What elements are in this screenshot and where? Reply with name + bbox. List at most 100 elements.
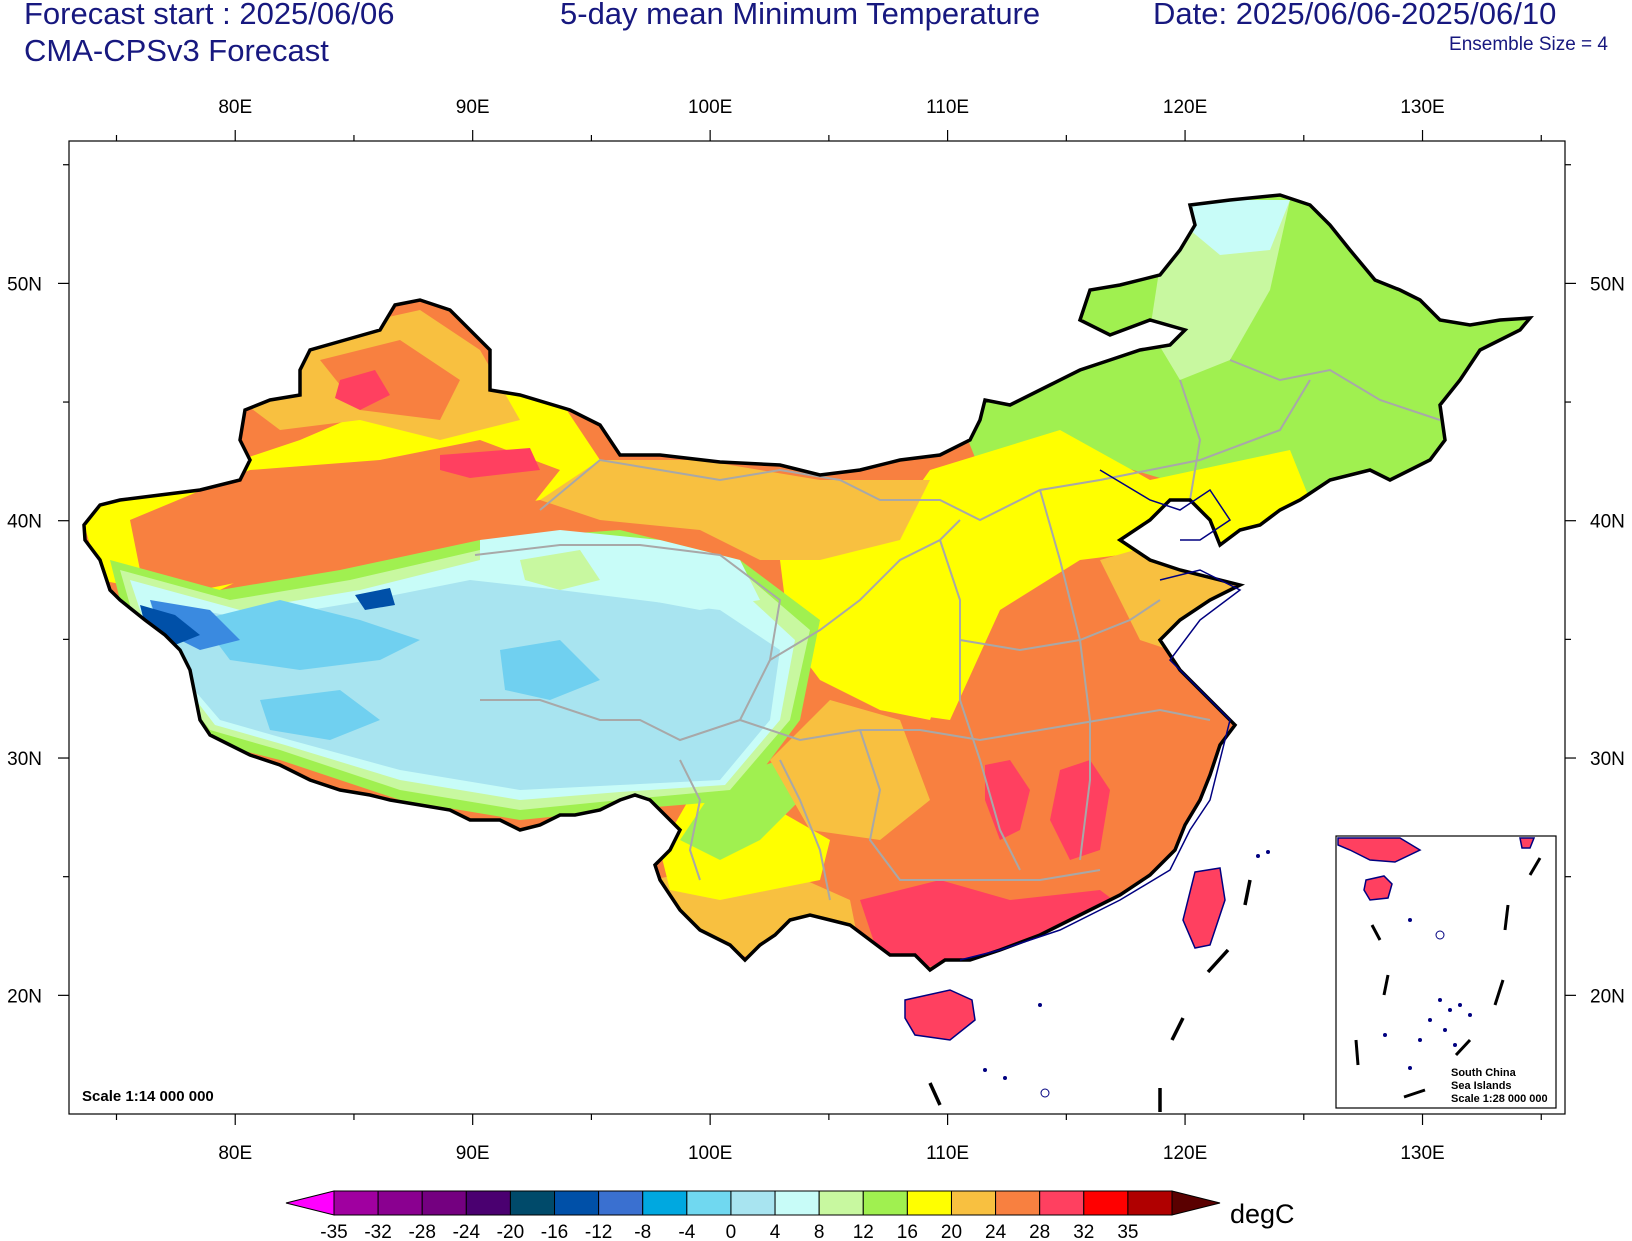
lon-label-bottom: 120E bbox=[1163, 1143, 1207, 1164]
colorbar-swatch bbox=[1039, 1190, 1085, 1216]
colorbar-tick-label: -32 bbox=[364, 1222, 391, 1241]
lon-label-bottom: 130E bbox=[1400, 1143, 1444, 1164]
inset-title-line1: South China bbox=[1451, 1067, 1517, 1079]
colorbar-tick-label: 8 bbox=[814, 1222, 825, 1241]
map-ticks: 80E 80E 90E 90E 100E 100E 110E 110E 120E 120E 130E… bbox=[7, 97, 1625, 1164]
inset-coast bbox=[1519, 837, 1536, 849]
taiwan-island bbox=[1182, 867, 1226, 949]
province-border-line bbox=[859, 729, 1101, 881]
inset-dash bbox=[1503, 904, 1510, 931]
colorbar: -35 -32 -28 -24 -20 -16 -12 -8 -4 0 4 8 12 16 20 24 28 32… bbox=[285, 1190, 1221, 1241]
lat-label-left: 50N bbox=[7, 274, 42, 295]
chart-title: 5-day mean Minimum Temperature bbox=[560, 0, 1041, 31]
coastline bbox=[904, 469, 1242, 1041]
south-china-sea-dots bbox=[983, 850, 1270, 1098]
lon-label-bottom: 110E bbox=[926, 1143, 969, 1164]
ensemble-size-label: Ensemble Size = 4 bbox=[1449, 34, 1608, 55]
hainan-island bbox=[904, 989, 976, 1041]
island-dot bbox=[1408, 918, 1412, 922]
lat-label-left: 30N bbox=[7, 749, 42, 770]
inset-dash-line bbox=[1354, 857, 1542, 1099]
inset-dash bbox=[1454, 1038, 1472, 1057]
field-region-tibet-darkblue bbox=[140, 605, 200, 645]
colorbar-tick-label: 32 bbox=[1073, 1222, 1094, 1241]
island-dot bbox=[1266, 850, 1270, 854]
inset-dash bbox=[1403, 1088, 1426, 1099]
field-region-tibet-midblue bbox=[150, 600, 240, 650]
lon-label-top: 100E bbox=[688, 97, 732, 118]
colorbar-swatch bbox=[906, 1190, 952, 1216]
island-dot bbox=[1435, 930, 1445, 940]
dash-segment bbox=[1206, 948, 1230, 974]
dash-segment bbox=[928, 1082, 942, 1106]
colorbar-tick-label: 4 bbox=[770, 1222, 781, 1241]
island-dot bbox=[1040, 1088, 1050, 1098]
colorbar-tick-label: -4 bbox=[678, 1222, 695, 1241]
colorbar-tick-label: 0 bbox=[726, 1222, 737, 1241]
inset-frame bbox=[1335, 835, 1557, 1109]
province-border-line bbox=[1039, 489, 1091, 861]
lon-label-bottom: 100E bbox=[688, 1143, 732, 1164]
colorbar-tick-label: -28 bbox=[408, 1222, 435, 1241]
china-border bbox=[82, 193, 1534, 973]
colorbar-swatch bbox=[509, 1190, 556, 1216]
province-border-line bbox=[1229, 359, 1441, 421]
island-dot bbox=[1383, 1033, 1387, 1037]
colorbar-tick-label: -8 bbox=[634, 1222, 651, 1241]
island-dot bbox=[983, 1068, 987, 1072]
province-border-line bbox=[739, 708, 1211, 742]
dash-segment bbox=[1243, 879, 1252, 906]
province-border-line bbox=[939, 539, 1021, 871]
coastline-segment bbox=[1099, 469, 1232, 541]
inset-islands bbox=[1383, 918, 1472, 1070]
colorbar-tick-label: 35 bbox=[1117, 1222, 1138, 1241]
field-region-qinghai-pale-cyan bbox=[480, 530, 760, 610]
lat-label-right: 50N bbox=[1590, 274, 1625, 295]
inset-dash bbox=[1370, 924, 1382, 941]
island-dot bbox=[1448, 1008, 1452, 1012]
map-scale-text: Scale 1:14 000 000 bbox=[82, 1088, 214, 1105]
field-region-xinjiang-pink-north bbox=[335, 370, 390, 410]
island-dot bbox=[1256, 854, 1260, 858]
colorbar-tick-label: -12 bbox=[585, 1222, 612, 1241]
inset-coast bbox=[1337, 837, 1422, 863]
island-dot bbox=[1458, 1003, 1462, 1007]
lat-label-left: 40N bbox=[7, 512, 42, 533]
field-region-jiangxi-pink bbox=[1050, 760, 1110, 860]
colorbar-swatch bbox=[1083, 1190, 1129, 1216]
lon-label-top: 130E bbox=[1400, 97, 1444, 118]
nine-dash-line bbox=[928, 879, 1252, 1112]
colorbar-swatch bbox=[862, 1190, 908, 1216]
field-region-tibet-blue-spot bbox=[355, 588, 395, 610]
province-borders bbox=[474, 359, 1441, 901]
province-border-line bbox=[539, 458, 1101, 522]
inset-dash bbox=[1382, 974, 1390, 996]
inset-dash bbox=[1528, 857, 1542, 876]
lon-label-top: 80E bbox=[218, 97, 252, 118]
inset-title-line2: Sea Islands bbox=[1451, 1080, 1512, 1092]
dash-segment bbox=[1170, 1017, 1185, 1041]
colorbar-swatch bbox=[730, 1190, 776, 1216]
colorbar-tick-label: 28 bbox=[1029, 1222, 1050, 1241]
colorbar-tick-label: -20 bbox=[497, 1222, 524, 1241]
colorbar-swatch bbox=[333, 1190, 379, 1216]
field-region-central-yellow bbox=[780, 520, 960, 720]
province-border-line bbox=[1099, 379, 1311, 481]
colorbar-tick-label: 24 bbox=[985, 1222, 1007, 1241]
island-dot bbox=[1428, 1018, 1432, 1022]
lon-label-bottom: 90E bbox=[456, 1143, 490, 1164]
province-border-line bbox=[769, 519, 961, 661]
colorbar-left-arrow bbox=[285, 1190, 335, 1216]
lon-label-top: 120E bbox=[1163, 97, 1207, 118]
field-region-sichuan-lightorange bbox=[770, 700, 930, 840]
island-dot bbox=[1003, 1076, 1007, 1080]
field-region-tibet-lightblue-2 bbox=[260, 690, 380, 740]
inset-scale-text: Scale 1:28 000 000 bbox=[1451, 1093, 1548, 1105]
colorbar-tick-label: 12 bbox=[853, 1222, 874, 1241]
colorbar-swatch bbox=[377, 1190, 423, 1216]
lat-label-right: 20N bbox=[1590, 986, 1625, 1007]
colorbar-swatch bbox=[686, 1190, 732, 1216]
forecast-start-label: Forecast start : 2025/06/06 bbox=[24, 0, 395, 31]
colorbar-swatch bbox=[598, 1190, 644, 1216]
colorbar-swatch bbox=[421, 1190, 467, 1216]
